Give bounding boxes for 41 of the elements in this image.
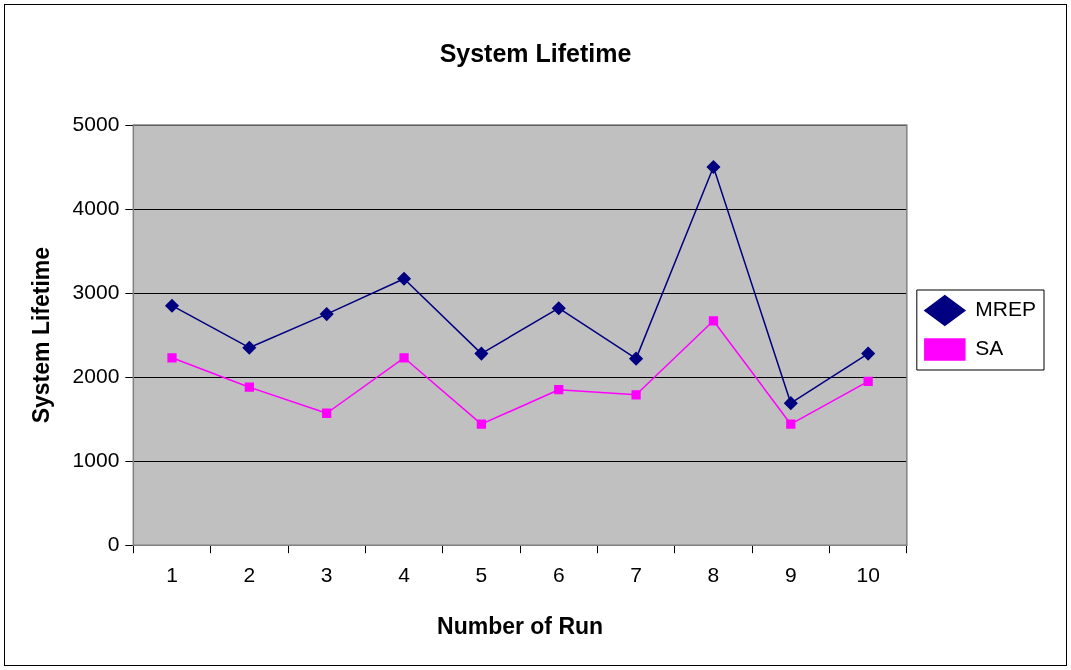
point bbox=[474, 346, 489, 361]
point bbox=[708, 316, 719, 326]
y-tick-label: 1000 bbox=[72, 447, 120, 471]
y-tick-label: 4000 bbox=[72, 195, 120, 219]
legend-label: MREP bbox=[975, 297, 1037, 321]
legend-label: SA bbox=[975, 336, 1004, 360]
x-tick-label: 7 bbox=[630, 562, 642, 586]
point bbox=[861, 346, 875, 361]
point bbox=[863, 376, 873, 386]
x-tick-label: 8 bbox=[707, 562, 720, 586]
point bbox=[319, 307, 334, 321]
point bbox=[399, 353, 409, 363]
x-tick-label: 9 bbox=[784, 562, 797, 586]
x-tick-label: 5 bbox=[475, 562, 488, 586]
y-tick-label: 0 bbox=[107, 532, 120, 555]
point bbox=[244, 382, 254, 392]
x-axis-title: Number of Run bbox=[437, 612, 604, 639]
y-tick-label: 5000 bbox=[72, 111, 120, 135]
point bbox=[552, 301, 566, 315]
point bbox=[322, 408, 332, 418]
point bbox=[786, 419, 796, 429]
point bbox=[629, 351, 643, 366]
x-tick-label: 2 bbox=[243, 562, 256, 586]
y-tick-label: 3000 bbox=[72, 279, 120, 303]
point bbox=[706, 160, 721, 174]
point bbox=[167, 353, 177, 363]
point bbox=[242, 340, 257, 355]
x-tick-label: 4 bbox=[398, 562, 411, 586]
x-tick-label: 3 bbox=[320, 562, 333, 586]
x-tick-label: 10 bbox=[856, 562, 880, 586]
point bbox=[397, 272, 411, 286]
point bbox=[631, 390, 641, 400]
chart-title: System Lifetime bbox=[439, 38, 632, 67]
y-axis-title: System Lifetime bbox=[28, 246, 55, 424]
point bbox=[476, 419, 487, 429]
point bbox=[165, 298, 179, 313]
point bbox=[554, 385, 564, 395]
x-tick-label: 1 bbox=[166, 562, 178, 586]
y-tick-label: 2000 bbox=[72, 363, 120, 387]
point bbox=[784, 396, 798, 410]
x-tick-label: 6 bbox=[552, 562, 565, 586]
